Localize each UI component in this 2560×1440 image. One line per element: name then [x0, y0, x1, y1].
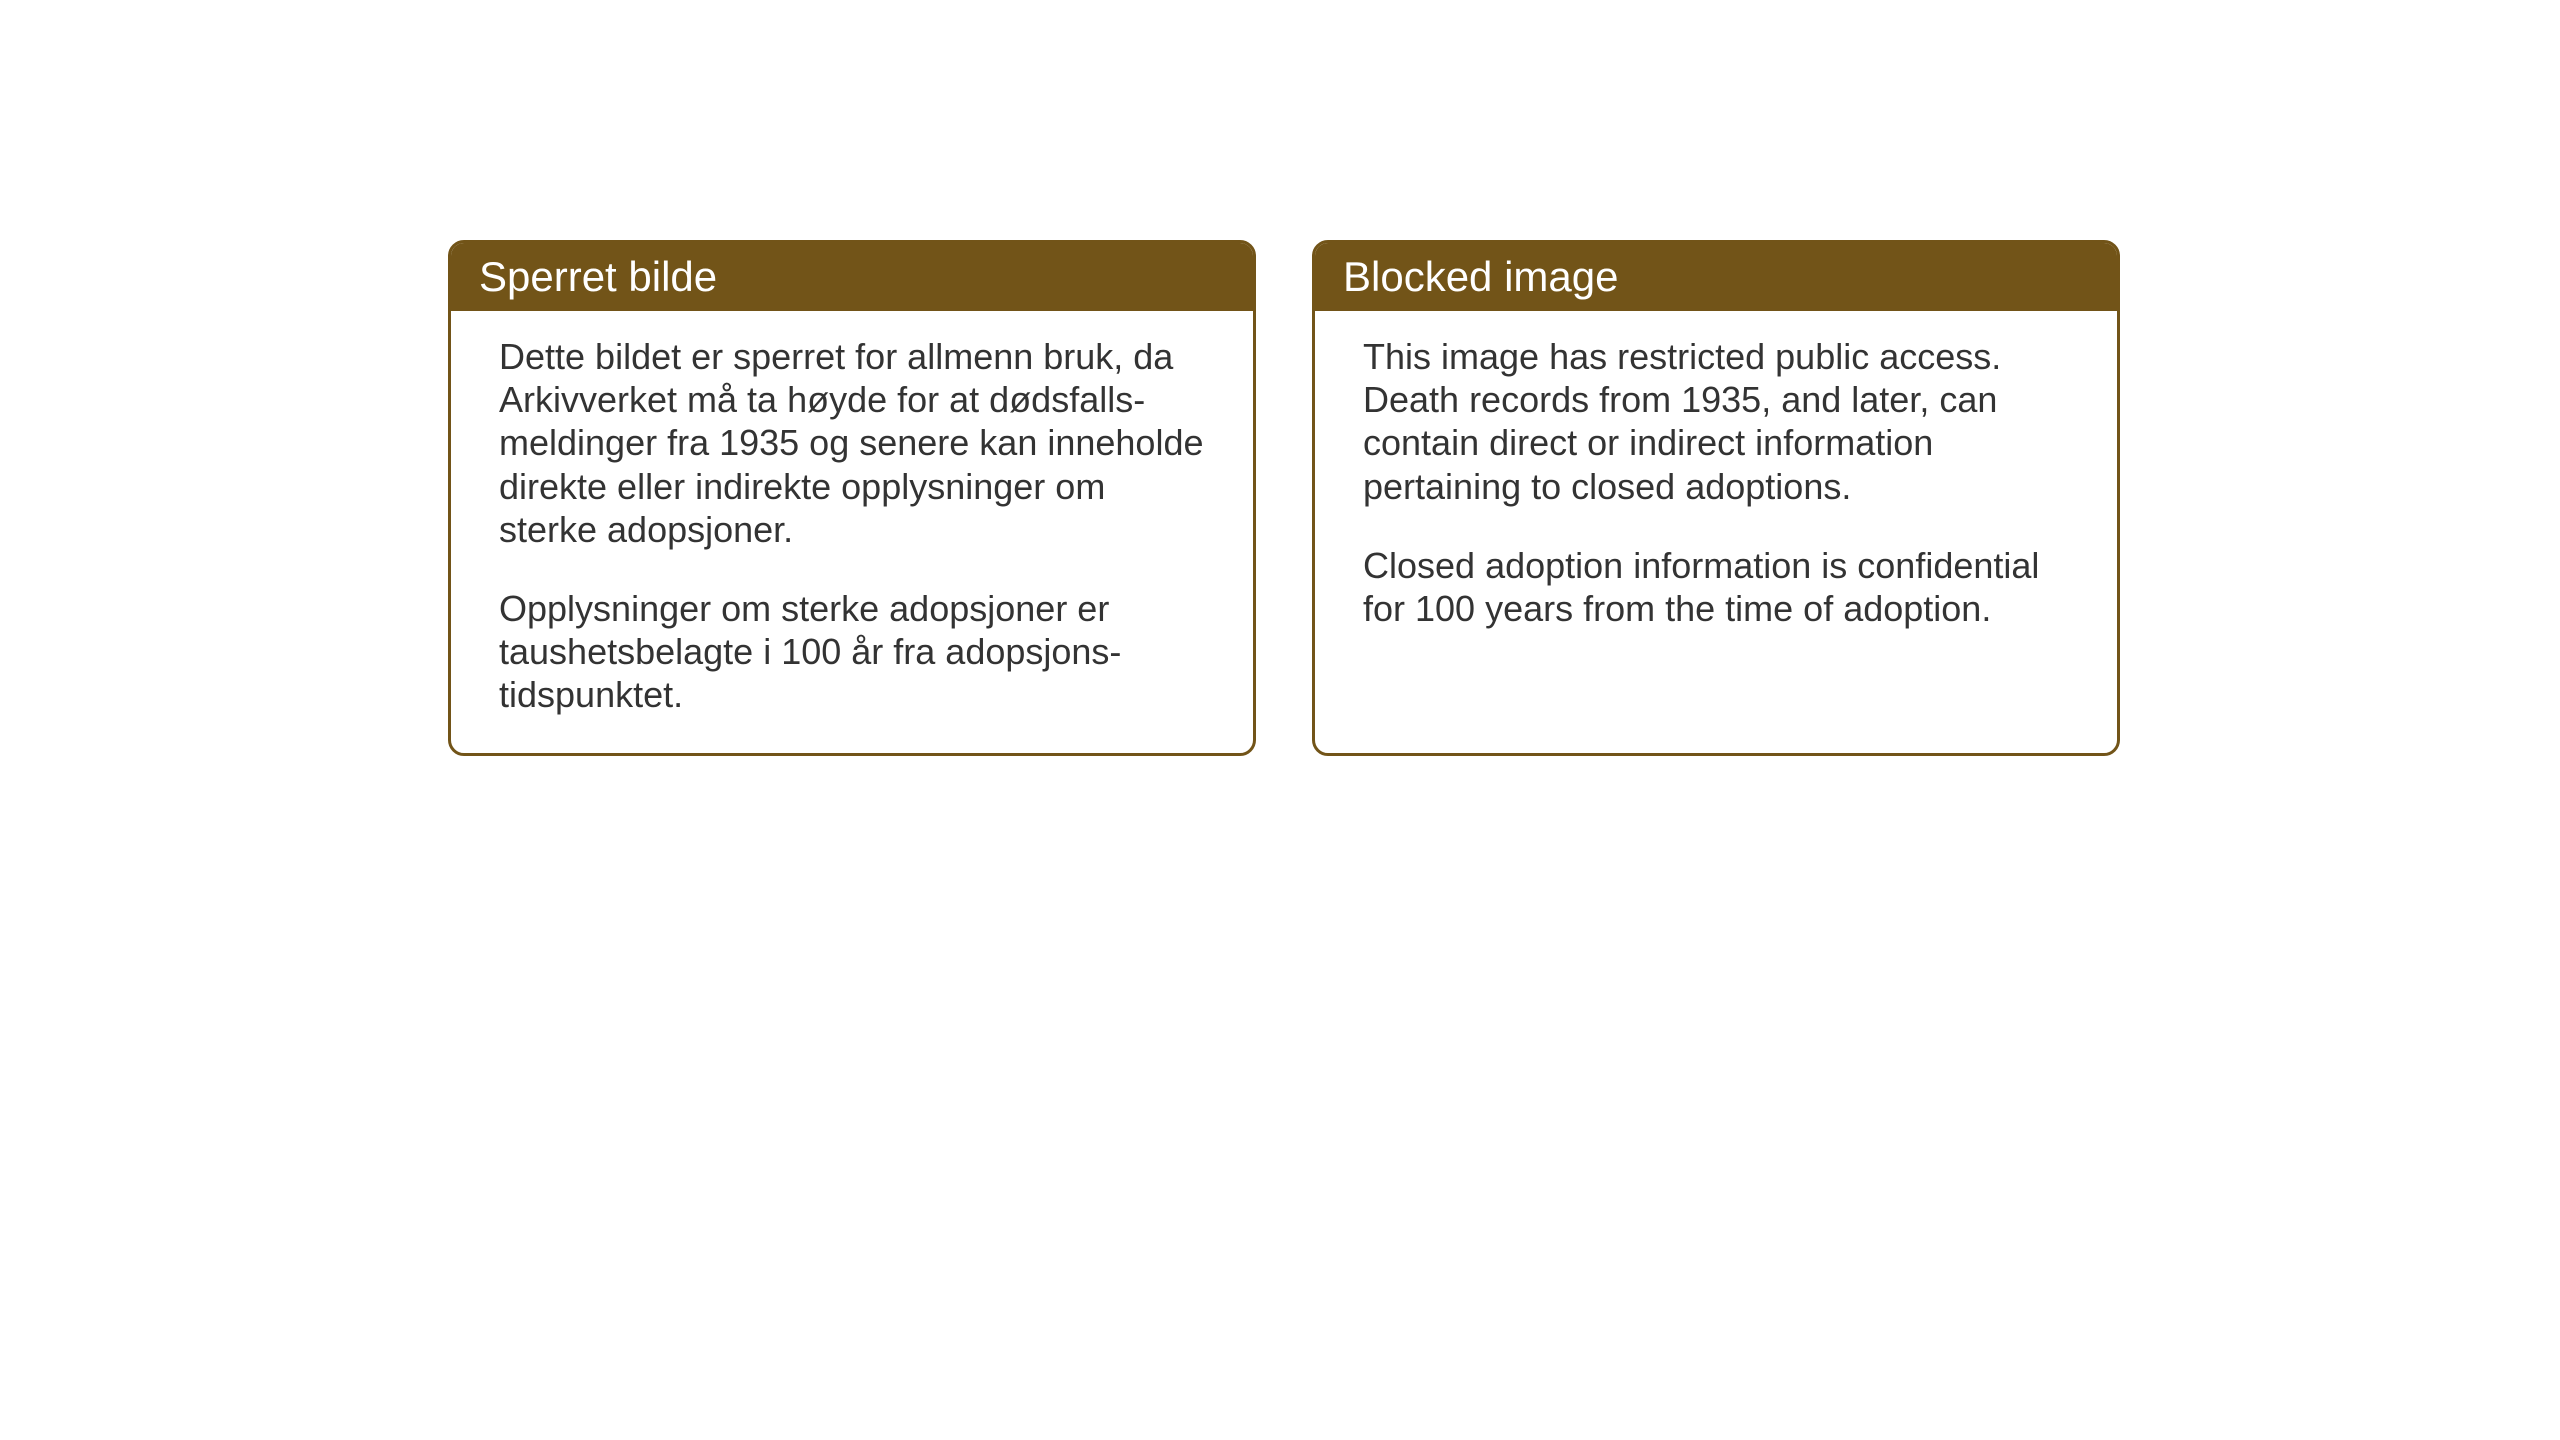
norwegian-paragraph-1: Dette bildet er sperret for allmenn bruk… [499, 335, 1205, 551]
english-card: Blocked image This image has restricted … [1312, 240, 2120, 756]
english-paragraph-1: This image has restricted public access.… [1363, 335, 2069, 508]
norwegian-card-body: Dette bildet er sperret for allmenn bruk… [451, 311, 1253, 753]
norwegian-paragraph-2: Opplysninger om sterke adopsjoner er tau… [499, 587, 1205, 717]
norwegian-card: Sperret bilde Dette bildet er sperret fo… [448, 240, 1256, 756]
cards-container: Sperret bilde Dette bildet er sperret fo… [448, 240, 2120, 756]
norwegian-card-header: Sperret bilde [451, 243, 1253, 311]
english-card-header: Blocked image [1315, 243, 2117, 311]
english-paragraph-2: Closed adoption information is confident… [1363, 544, 2069, 630]
english-card-title: Blocked image [1343, 253, 1618, 300]
english-card-body: This image has restricted public access.… [1315, 311, 2117, 666]
norwegian-card-title: Sperret bilde [479, 253, 717, 300]
